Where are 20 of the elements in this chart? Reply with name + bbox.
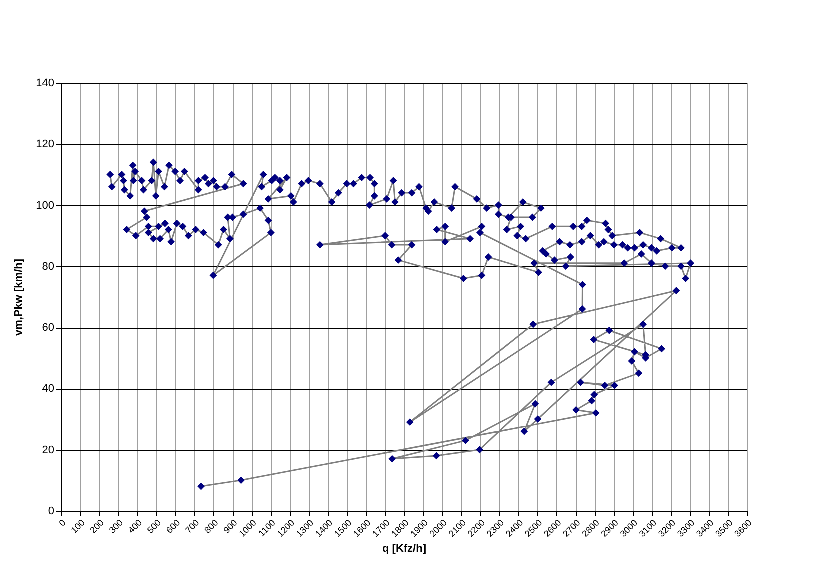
x-tick-label: 700 [184, 518, 202, 536]
x-tick-label: 800 [202, 518, 220, 536]
x-tick-label: 900 [222, 518, 240, 536]
x-tick-label: 0 [57, 518, 68, 528]
y-tick-label: 100 [36, 200, 54, 212]
y-tick-label: 40 [42, 383, 54, 396]
x-tick-label: 500 [145, 518, 164, 536]
x-tick-label: 400 [126, 518, 144, 536]
x-tick-label: 100 [69, 518, 87, 536]
y-tick-label: 80 [42, 260, 54, 273]
x-tick-label: 600 [164, 518, 182, 536]
y-tick-label: 60 [42, 322, 54, 334]
x-tick-label: 300 [107, 518, 126, 536]
y-tick-label: 20 [42, 444, 54, 456]
y-axis-title: vm,Pkw [km/h] [13, 258, 26, 336]
x-tick-label: 200 [88, 518, 106, 536]
y-tick-label: 140 [36, 78, 54, 90]
y-tick-label: 120 [36, 138, 54, 151]
x-axis-title: q [Kfz/h] [382, 543, 427, 556]
y-tick-label: 0 [48, 506, 54, 518]
